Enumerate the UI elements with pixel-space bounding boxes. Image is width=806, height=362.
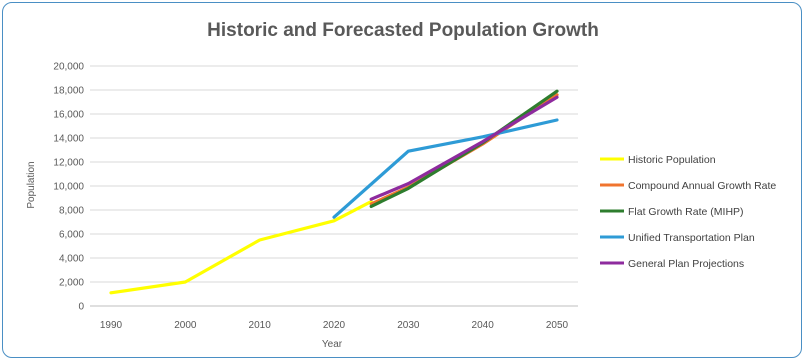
- x-tick-label: 2000: [174, 320, 197, 331]
- y-tick-label: 14,000: [53, 134, 84, 145]
- y-tick-label: 4,000: [59, 254, 84, 265]
- y-tick-label: 20,000: [53, 62, 84, 73]
- x-tick-label: 2030: [397, 320, 420, 331]
- x-tick-label: 2050: [546, 320, 569, 331]
- x-tick-label: 2020: [323, 320, 346, 331]
- legend-label: Historic Population: [628, 154, 716, 166]
- legend: Historic Population Compound Annual Growt…: [600, 154, 776, 270]
- chart-card: [2, 2, 802, 358]
- x-axis-title: Year: [322, 339, 343, 350]
- y-axis-ticks: 0 2,000 4,000 6,000 8,000 10,000 12,000 14,000 1…: [53, 62, 84, 313]
- series-line: [332, 118, 559, 219]
- y-tick-label: 18,000: [53, 86, 84, 97]
- legend-label: General Plan Projections: [628, 258, 744, 270]
- x-tick-label: 2010: [249, 320, 272, 331]
- y-axis-title: Population: [26, 161, 37, 208]
- series-line: [369, 95, 559, 201]
- y-tick-label: 12,000: [53, 158, 84, 169]
- legend-label: Unified Transportation Plan: [628, 232, 755, 244]
- x-tick-label: 2040: [472, 320, 495, 331]
- y-tick-label: 10,000: [53, 182, 84, 193]
- legend-label: Flat Growth Rate (MIHP): [628, 206, 744, 218]
- y-tick-label: 8,000: [59, 206, 84, 217]
- gridlines: [90, 65, 578, 307]
- chart-title: Historic and Forecasted Population Growt…: [207, 20, 599, 41]
- y-tick-label: 0: [78, 302, 84, 313]
- x-axis-ticks: 1990 2000 2010 2020 2030 2040 2050: [100, 320, 569, 331]
- legend-label: Compound Annual Growth Rate: [628, 180, 776, 192]
- x-tick-label: 1990: [100, 320, 123, 331]
- y-tick-label: 16,000: [53, 110, 84, 121]
- series-line: [369, 89, 559, 208]
- series-lines: [109, 89, 559, 295]
- series-line: [109, 200, 373, 295]
- y-tick-label: 2,000: [59, 278, 84, 289]
- y-tick-label: 6,000: [59, 230, 84, 241]
